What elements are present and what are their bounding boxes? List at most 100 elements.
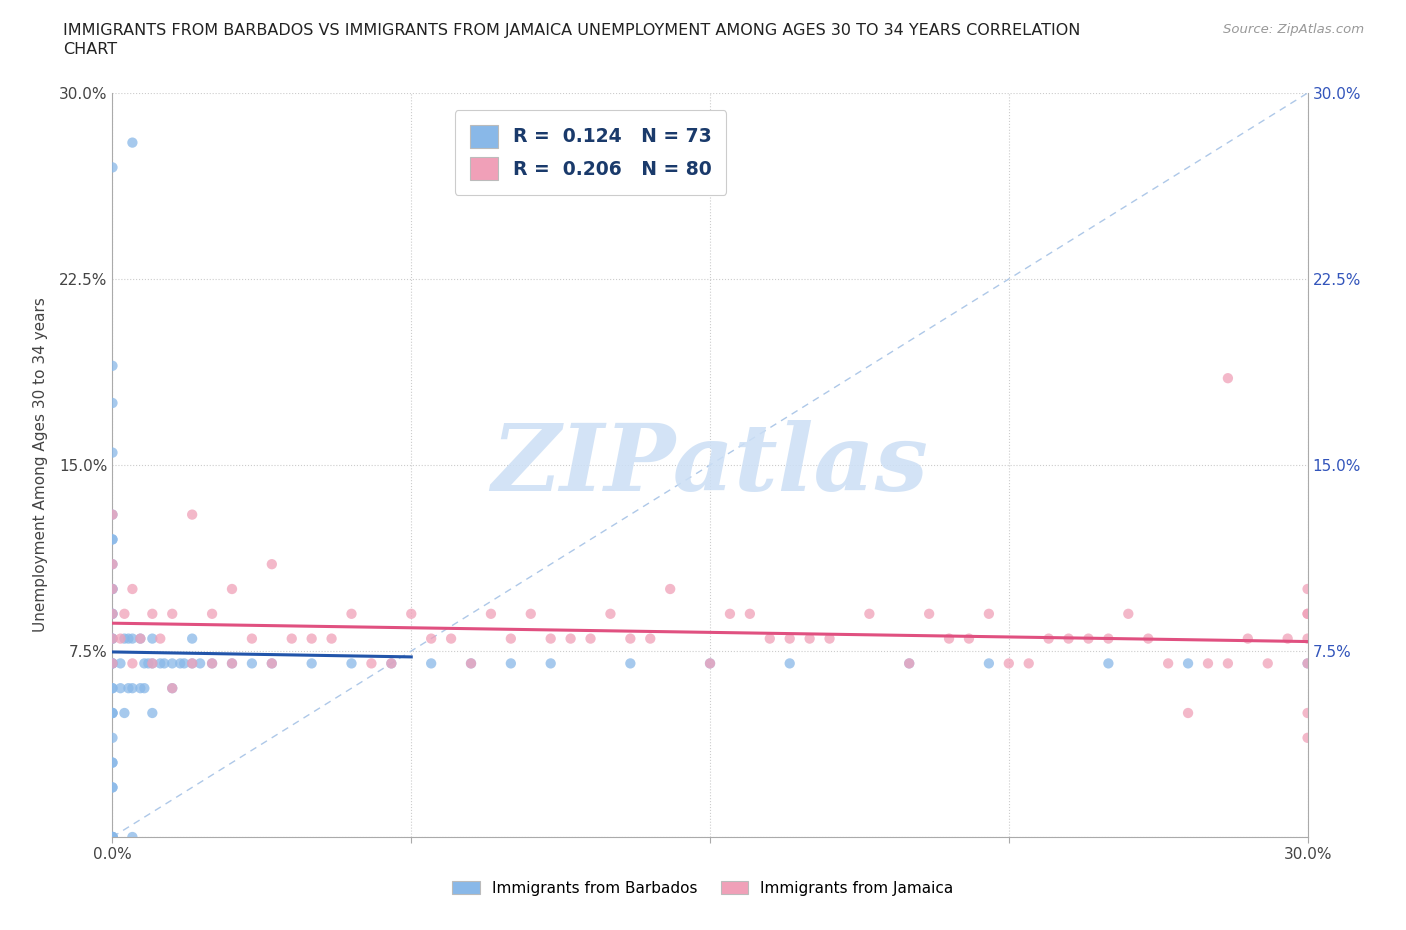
Point: [1277, 631, 1299, 646]
Point: [1177, 706, 1199, 721]
Point: [141, 656, 163, 671]
Point: [101, 706, 124, 721]
Point: [169, 656, 191, 671]
Text: ZIPatlas: ZIPatlas: [492, 420, 928, 510]
Point: [380, 656, 402, 671]
Point: [121, 656, 143, 671]
Point: [141, 606, 163, 621]
Point: [1097, 631, 1119, 646]
Point: [460, 656, 482, 671]
Point: [101, 631, 124, 646]
Point: [134, 656, 156, 671]
Point: [110, 656, 132, 671]
Point: [114, 706, 135, 721]
Point: [101, 656, 124, 671]
Point: [101, 358, 124, 373]
Legend: Immigrants from Barbados, Immigrants from Jamaica: Immigrants from Barbados, Immigrants fro…: [446, 874, 960, 902]
Point: [799, 631, 821, 646]
Point: [101, 780, 124, 795]
Point: [401, 606, 423, 621]
Point: [699, 656, 721, 671]
Point: [201, 606, 224, 621]
Point: [110, 681, 132, 696]
Point: [101, 581, 124, 596]
Point: [181, 507, 204, 522]
Point: [101, 656, 124, 671]
Point: [101, 606, 124, 621]
Point: [440, 631, 463, 646]
Point: [101, 631, 124, 646]
Point: [779, 631, 801, 646]
Point: [260, 656, 283, 671]
Point: [579, 631, 602, 646]
Point: [1296, 631, 1319, 646]
Point: [134, 681, 156, 696]
Point: [977, 656, 1000, 671]
Point: [738, 606, 761, 621]
Point: [101, 395, 124, 410]
Point: [998, 656, 1021, 671]
Point: [479, 606, 502, 621]
Point: [101, 830, 124, 844]
Point: [1216, 371, 1239, 386]
Point: [121, 631, 143, 646]
Point: [858, 606, 880, 621]
Point: [101, 830, 124, 844]
Point: [141, 656, 163, 671]
Point: [101, 830, 124, 844]
Point: [659, 581, 682, 596]
Point: [340, 606, 363, 621]
Point: [759, 631, 782, 646]
Point: [619, 631, 641, 646]
Y-axis label: Unemployment Among Ages 30 to 34 years: Unemployment Among Ages 30 to 34 years: [32, 298, 48, 632]
Point: [938, 631, 960, 646]
Point: [121, 830, 143, 844]
Point: [1137, 631, 1160, 646]
Point: [1296, 606, 1319, 621]
Point: [1197, 656, 1219, 671]
Point: [188, 656, 211, 671]
Point: [101, 755, 124, 770]
Point: [101, 507, 124, 522]
Point: [201, 656, 224, 671]
Point: [260, 557, 283, 572]
Point: [101, 532, 124, 547]
Point: [718, 606, 741, 621]
Point: [360, 656, 382, 671]
Point: [141, 631, 163, 646]
Point: [281, 631, 304, 646]
Point: [380, 656, 402, 671]
Point: [141, 706, 163, 721]
Point: [149, 656, 172, 671]
Point: [121, 135, 143, 150]
Point: [619, 656, 641, 671]
Point: [101, 830, 124, 844]
Point: [898, 656, 921, 671]
Point: [201, 656, 224, 671]
Point: [1296, 581, 1319, 596]
Point: [129, 631, 152, 646]
Point: [181, 656, 204, 671]
Point: [560, 631, 582, 646]
Point: [101, 532, 124, 547]
Text: Source: ZipAtlas.com: Source: ZipAtlas.com: [1223, 23, 1364, 36]
Point: [101, 606, 124, 621]
Point: [149, 631, 172, 646]
Point: [1057, 631, 1080, 646]
Point: [101, 681, 124, 696]
Point: [1296, 706, 1319, 721]
Point: [173, 656, 195, 671]
Point: [162, 681, 183, 696]
Point: [640, 631, 662, 646]
Point: [460, 656, 482, 671]
Point: [101, 755, 124, 770]
Point: [301, 631, 323, 646]
Point: [117, 631, 139, 646]
Point: [599, 606, 621, 621]
Point: [129, 631, 152, 646]
Point: [301, 656, 323, 671]
Point: [117, 681, 139, 696]
Point: [101, 507, 124, 522]
Point: [138, 656, 160, 671]
Point: [162, 656, 183, 671]
